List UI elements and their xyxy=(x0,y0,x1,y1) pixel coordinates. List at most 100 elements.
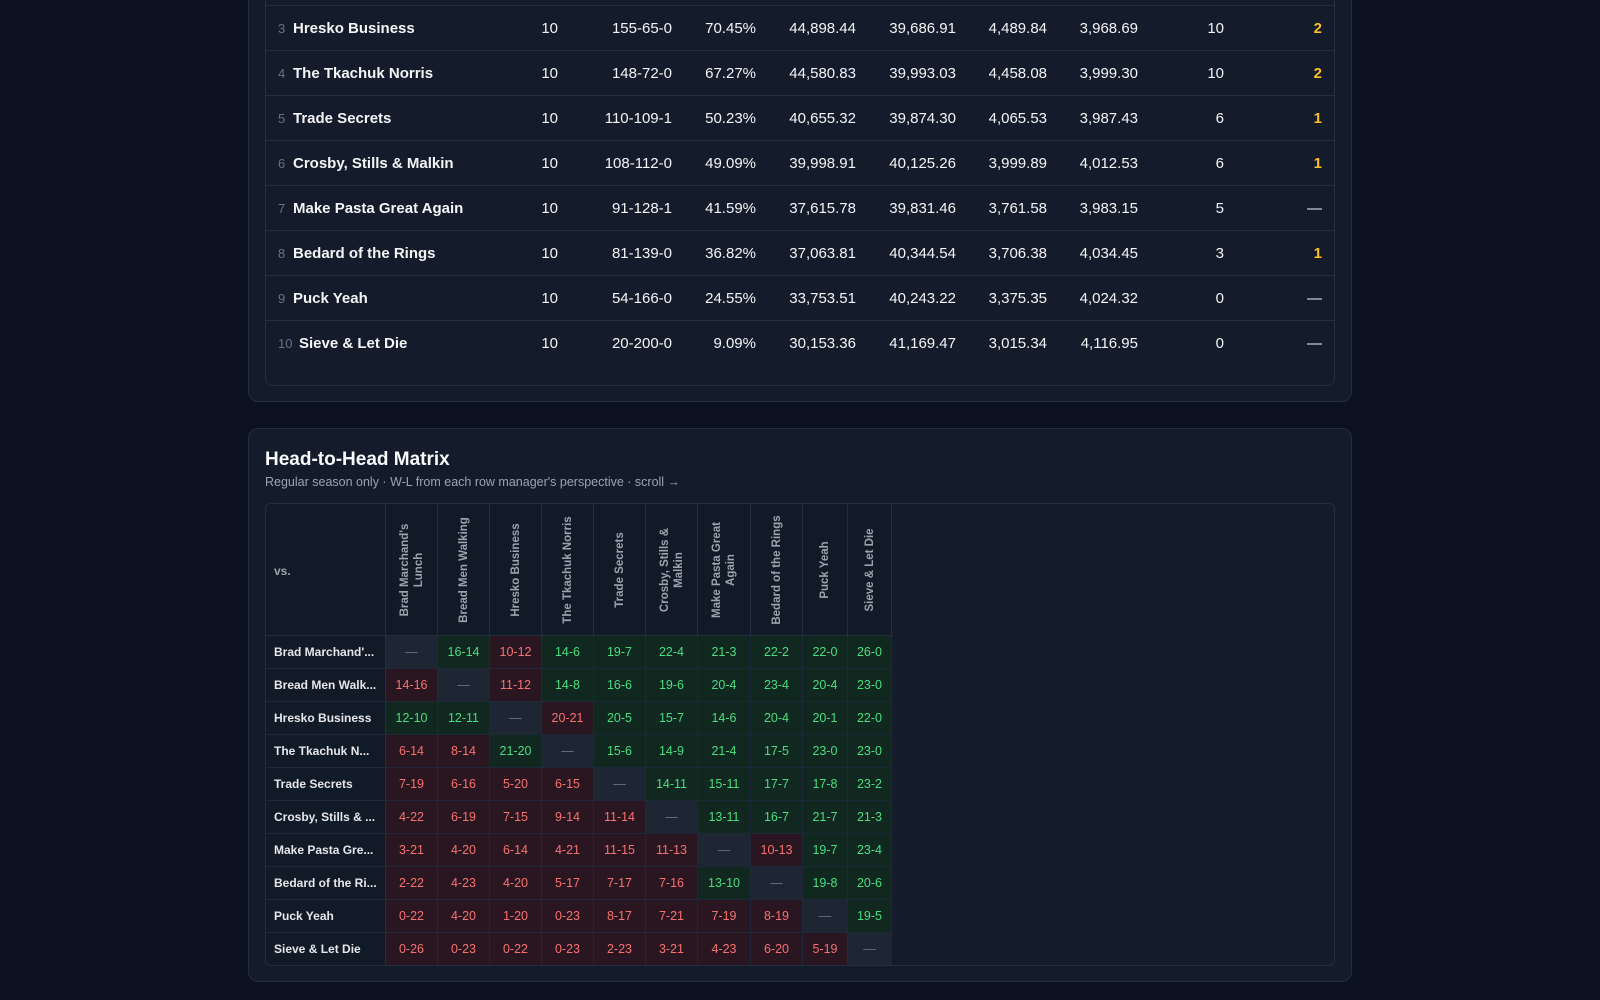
standings-row[interactable]: 5 Trade Secrets 10 110-109-1 50.23% 40,655.32… xyxy=(266,96,1334,141)
standings-pfg: 4,489.84 xyxy=(988,20,1047,37)
matrix-column-header: Sieve & Let Die xyxy=(848,504,892,636)
standings-pf: 37,063.81 xyxy=(789,245,856,262)
standings-titles: 1 xyxy=(1313,155,1322,172)
matrix-row-header: Puck Yeah xyxy=(266,900,386,933)
h2h-matrix[interactable]: vs. Brad Marchand's Lunch Bread Men Walki… xyxy=(265,503,1335,966)
standings-wins: 0 xyxy=(1215,290,1224,307)
matrix-cell: 14-11 xyxy=(646,768,698,801)
matrix-column-header: Crosby, Stills & Malkin xyxy=(646,504,698,636)
matrix-row-header: Make Pasta Gre... xyxy=(266,834,386,867)
standings-row[interactable]: 9 Puck Yeah 10 54-166-0 24.55% 33,753.51 40,24… xyxy=(266,276,1334,321)
standings-row[interactable]: 6 Crosby, Stills & Malkin 10 108-112-0 49.09… xyxy=(266,141,1334,186)
standings-pf: 44,580.83 xyxy=(789,65,856,82)
matrix-cell: 2-23 xyxy=(594,933,646,965)
standings-gp: 10 xyxy=(541,245,558,262)
standings-pa: 40,344.54 xyxy=(889,245,956,262)
matrix-cell: 23-4 xyxy=(848,834,892,867)
standings-pfg: 3,706.38 xyxy=(988,245,1047,262)
standings-pag: 3,987.43 xyxy=(1079,110,1138,127)
matrix-cell: 20-21 xyxy=(542,702,594,735)
matrix-cell: 21-20 xyxy=(490,735,542,768)
matrix-cell: 22-0 xyxy=(803,636,848,669)
matrix-cell: 14-8 xyxy=(542,669,594,702)
matrix-cell: 20-4 xyxy=(698,669,751,702)
matrix-cell: 11-15 xyxy=(594,834,646,867)
matrix-cell: 19-7 xyxy=(803,834,848,867)
standings-rank: 3 xyxy=(278,21,286,36)
matrix-cell: 5-19 xyxy=(803,933,848,965)
matrix-column-header: Make Pasta Great Again xyxy=(698,504,751,636)
standings-card: 2Bread Men Walking10160-60-072.73%45,354… xyxy=(248,0,1352,402)
standings-pa: 39,874.30 xyxy=(889,110,956,127)
standings-titles: — xyxy=(1307,290,1322,307)
standings-pa: 40,243.22 xyxy=(889,290,956,307)
matrix-cell: 0-22 xyxy=(490,933,542,965)
matrix-column-header: Bedard of the Rings xyxy=(751,504,803,636)
standings-rank: 5 xyxy=(278,111,286,126)
matrix-cell: 16-14 xyxy=(438,636,490,669)
standings-team: Hresko Business xyxy=(293,20,415,37)
matrix-cell: — xyxy=(594,768,646,801)
matrix-cell: 8-17 xyxy=(594,900,646,933)
matrix-cell: 17-8 xyxy=(803,768,848,801)
standings-wins: 10 xyxy=(1207,65,1224,82)
standings-record: 108-112-0 xyxy=(604,155,672,172)
matrix-corner-label: vs. xyxy=(266,504,386,636)
matrix-cell: 23-0 xyxy=(848,669,892,702)
matrix-cell: 14-16 xyxy=(386,669,438,702)
standings-gp: 10 xyxy=(541,65,558,82)
matrix-cell: 11-14 xyxy=(594,801,646,834)
standings-row[interactable]: 7 Make Pasta Great Again 10 91-128-1 41.59% 3… xyxy=(266,186,1334,231)
matrix-cell: 7-19 xyxy=(386,768,438,801)
standings-pag: 4,012.53 xyxy=(1079,155,1138,172)
matrix-cell: 3-21 xyxy=(646,933,698,965)
matrix-cell: 4-20 xyxy=(490,867,542,900)
standings-row[interactable]: 10 Sieve & Let Die 10 20-200-0 9.09% 30,153.3… xyxy=(266,321,1334,366)
standings-pfg: 4,065.53 xyxy=(988,110,1047,127)
matrix-cell: 10-12 xyxy=(490,636,542,669)
standings-titles: 2 xyxy=(1313,65,1322,82)
standings-rank: 6 xyxy=(278,156,286,171)
standings-pag: 4,024.32 xyxy=(1079,290,1138,307)
standings-pa: 40,125.26 xyxy=(889,155,956,172)
standings-row[interactable]: 3 Hresko Business 10 155-65-0 70.45% 44,898.4… xyxy=(266,6,1334,51)
matrix-row-header: Bedard of the Ri... xyxy=(266,867,386,900)
matrix-cell: 4-20 xyxy=(438,834,490,867)
matrix-cell: 10-13 xyxy=(751,834,803,867)
matrix-cell: 5-20 xyxy=(490,768,542,801)
standings-row[interactable]: 2Bread Men Walking10160-60-072.73%45,354… xyxy=(266,0,1334,6)
standings-pfg: 3,015.34 xyxy=(988,335,1047,352)
matrix-cell: 20-6 xyxy=(848,867,892,900)
standings-pag: 3,999.30 xyxy=(1079,65,1138,82)
matrix-row-header: Brad Marchand'... xyxy=(266,636,386,669)
standings-team: Sieve & Let Die xyxy=(299,335,408,352)
standings-gp: 10 xyxy=(541,155,558,172)
standings-row[interactable]: 4 The Tkachuk Norris 10 148-72-0 67.27% 44,58… xyxy=(266,51,1334,96)
standings-pag: 3,983.15 xyxy=(1079,200,1138,217)
standings-wins: 6 xyxy=(1215,155,1224,172)
matrix-cell: 20-4 xyxy=(803,669,848,702)
matrix-row-header: The Tkachuk N... xyxy=(266,735,386,768)
matrix-column-label: Make Pasta Great Again xyxy=(711,522,737,618)
matrix-cell: 0-22 xyxy=(386,900,438,933)
matrix-cell: 12-10 xyxy=(386,702,438,735)
standings-pag: 4,116.95 xyxy=(1080,335,1138,352)
standings-team: The Tkachuk Norris xyxy=(293,65,434,82)
standings-pa: 41,169.47 xyxy=(889,335,956,352)
h2h-subtitle: Regular season only · W-L from each row … xyxy=(265,475,681,489)
matrix-cell: 23-2 xyxy=(848,768,892,801)
matrix-cell: 23-0 xyxy=(803,735,848,768)
matrix-cell: 11-12 xyxy=(490,669,542,702)
matrix-cell: 17-5 xyxy=(751,735,803,768)
matrix-column-label: The Tkachuk Norris xyxy=(561,516,574,624)
standings-wins: 0 xyxy=(1215,335,1224,352)
matrix-cell: 11-13 xyxy=(646,834,698,867)
standings-titles: 2 xyxy=(1313,20,1322,37)
matrix-column-header: Bread Men Walking xyxy=(438,504,490,636)
matrix-cell: 6-14 xyxy=(386,735,438,768)
matrix-row-header: Hresko Business xyxy=(266,702,386,735)
matrix-cell: 19-7 xyxy=(594,636,646,669)
standings-record: 20-200-0 xyxy=(611,335,672,352)
standings-wins: 6 xyxy=(1215,110,1224,127)
standings-row[interactable]: 8 Bedard of the Rings 10 81-139-0 36.82% 37,0… xyxy=(266,231,1334,276)
